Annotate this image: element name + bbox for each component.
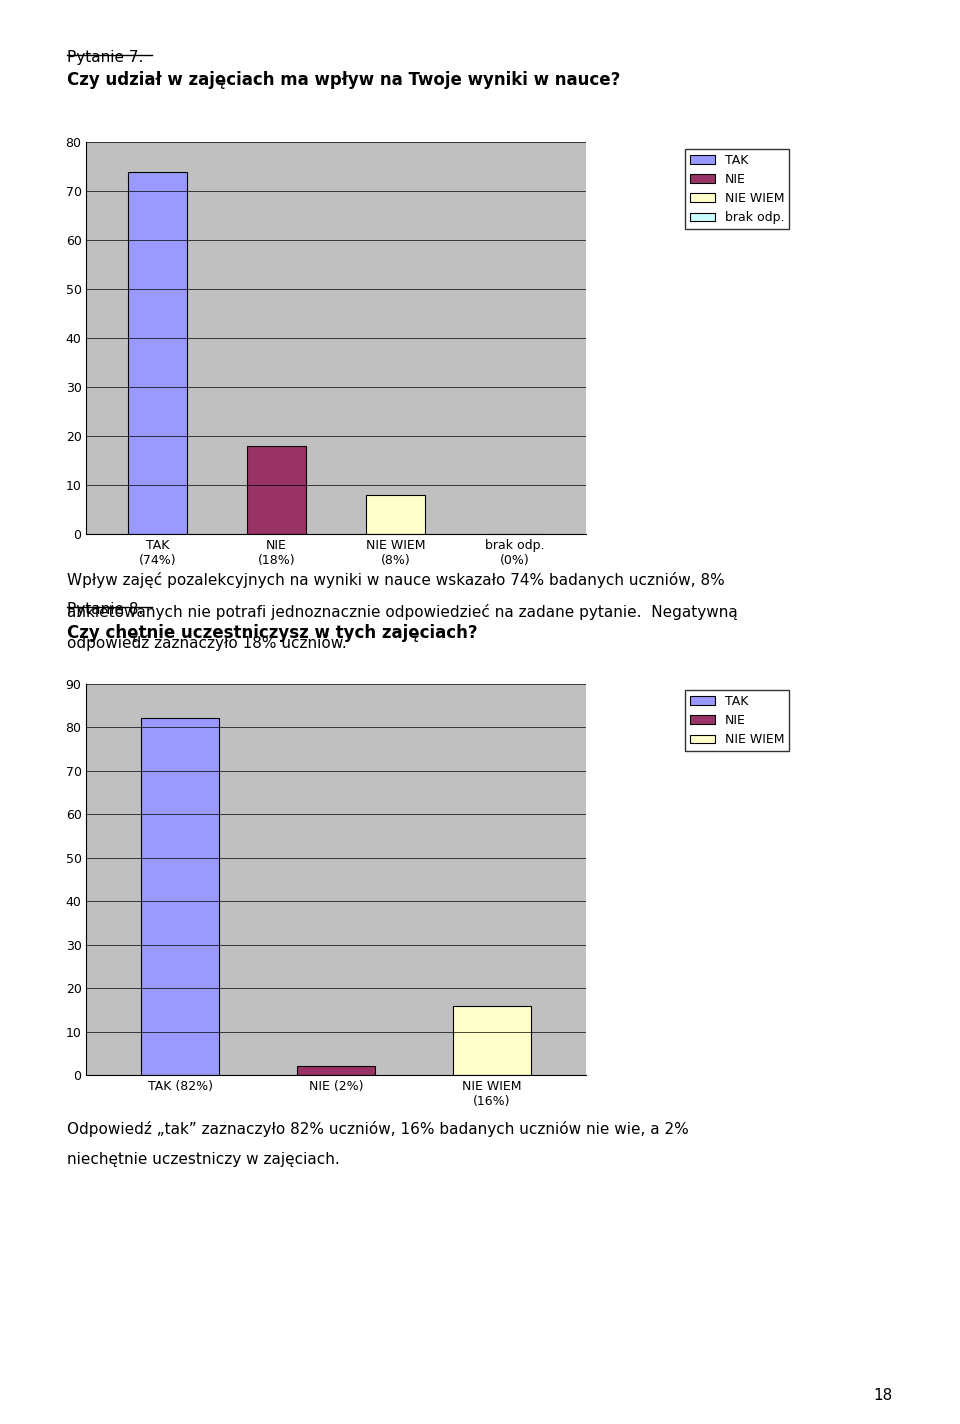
Text: Pytanie 8.: Pytanie 8. — [67, 602, 144, 618]
Bar — [247, 446, 306, 534]
Bar — [366, 496, 425, 534]
Text: 18: 18 — [874, 1387, 893, 1403]
Text: ankietowanych nie potrafi jednoznacznie odpowiedzieć na zadane pytanie.  Negatyw: ankietowanych nie potrafi jednoznacznie … — [67, 604, 738, 619]
Bar — [297, 1067, 375, 1075]
Text: niechętnie uczestniczy w zajęciach.: niechętnie uczestniczy w zajęciach. — [67, 1152, 340, 1168]
Text: Czy chętnie uczestniczysz w tych zajęciach?: Czy chętnie uczestniczysz w tych zajęcia… — [67, 624, 478, 642]
Bar — [141, 718, 219, 1075]
Text: Pytanie 7.: Pytanie 7. — [67, 50, 144, 66]
Legend: TAK, NIE, NIE WIEM, brak odp.: TAK, NIE, NIE WIEM, brak odp. — [684, 148, 789, 229]
Text: Odpowiedź „tak” zaznaczyło 82% uczniów, 16% badanych uczniów nie wie, a 2%: Odpowiedź „tak” zaznaczyło 82% uczniów, … — [67, 1121, 689, 1136]
Text: Czy udział w zajęciach ma wpływ na Twoje wyniki w nauce?: Czy udział w zajęciach ma wpływ na Twoje… — [67, 71, 620, 90]
Legend: TAK, NIE, NIE WIEM: TAK, NIE, NIE WIEM — [684, 689, 789, 752]
Text: Wpływ zajęć pozalekcyjnych na wyniki w nauce wskazało 74% badanych uczniów, 8%: Wpływ zajęć pozalekcyjnych na wyniki w n… — [67, 572, 725, 588]
Bar — [128, 172, 187, 534]
Bar — [453, 1005, 531, 1075]
Text: odpowiedź zaznaczyło 18% uczniów.: odpowiedź zaznaczyło 18% uczniów. — [67, 635, 347, 651]
